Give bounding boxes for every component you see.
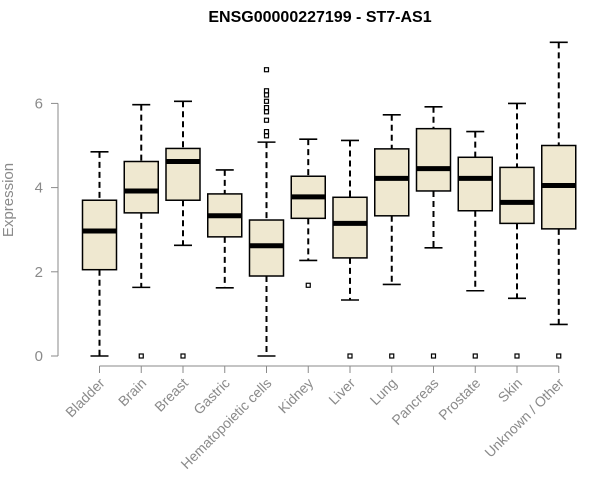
y-tick-label: 2 xyxy=(35,264,43,281)
box-iqr xyxy=(165,147,201,201)
outlier-point xyxy=(472,353,478,359)
box-group xyxy=(499,102,535,359)
x-tick-label: Lung xyxy=(367,375,400,408)
outlier-point xyxy=(263,88,270,94)
chart-title: ENSG00000227199 - ST7-AS1 xyxy=(208,9,431,26)
y-tick-label: 4 xyxy=(35,180,43,197)
box-iqr xyxy=(415,127,452,192)
box-group xyxy=(248,67,285,357)
y-tick-label: 0 xyxy=(35,348,43,365)
outlier-point xyxy=(263,67,270,73)
box-group xyxy=(541,41,577,359)
outlier-point xyxy=(263,129,270,135)
outlier-point xyxy=(305,282,311,288)
y-axis-label: Expression xyxy=(0,163,17,237)
x-tick-label: Unknown / Other xyxy=(481,375,567,461)
box-group xyxy=(374,113,410,359)
outlier-point xyxy=(263,133,270,139)
x-tick-label: Bladder xyxy=(62,375,108,421)
outlier-point xyxy=(263,98,270,104)
x-tick-label: Skin xyxy=(495,375,526,406)
outlier-point xyxy=(389,353,395,359)
outlier-point xyxy=(263,92,270,98)
box-iqr xyxy=(332,196,368,259)
x-tick-label: Breast xyxy=(151,375,191,415)
box-group xyxy=(81,151,118,357)
outlier-point xyxy=(180,353,186,359)
outlier-point xyxy=(556,353,562,359)
box-group xyxy=(415,105,452,359)
outlier-point xyxy=(514,353,520,359)
outlier-point xyxy=(263,117,270,123)
x-tick-label: Kidney xyxy=(275,375,317,417)
box-iqr xyxy=(499,166,535,225)
outlier-point xyxy=(263,109,270,115)
box-group xyxy=(457,130,493,359)
x-tick-label: Liver xyxy=(325,375,358,408)
y-axis: 0 2 4 6 xyxy=(35,95,59,365)
outlier-point xyxy=(430,353,437,359)
outlier-point xyxy=(138,353,144,359)
box-group xyxy=(332,139,368,359)
box-iqr xyxy=(81,199,118,271)
box-group xyxy=(165,100,201,359)
box-group xyxy=(123,103,159,359)
box-iqr xyxy=(123,160,159,214)
y-tick-label: 6 xyxy=(35,95,43,112)
outlier-point xyxy=(263,105,270,111)
boxes-layer xyxy=(81,41,577,359)
box-group xyxy=(207,169,243,289)
x-tick-label: Prostate xyxy=(435,375,483,423)
box-group xyxy=(290,138,326,288)
x-tick-label: Brain xyxy=(115,375,149,409)
outlier-point xyxy=(347,353,353,359)
box-iqr xyxy=(457,156,493,212)
box-iqr xyxy=(374,148,410,217)
